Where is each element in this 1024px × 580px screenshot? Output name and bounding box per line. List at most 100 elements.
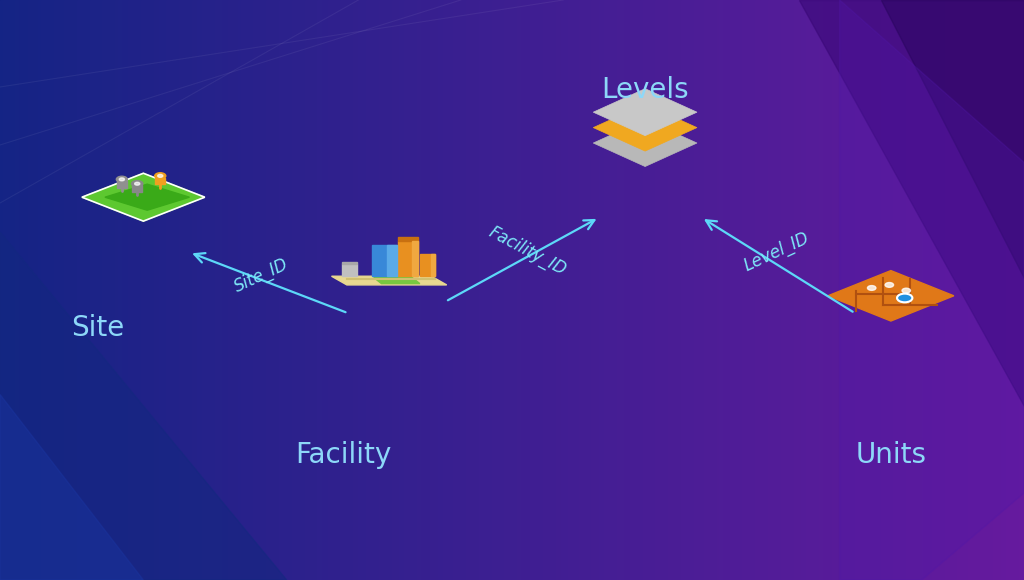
Bar: [973, 0, 976, 580]
Bar: [717, 0, 720, 580]
Bar: [862, 0, 866, 580]
Bar: [778, 0, 782, 580]
Bar: [287, 0, 291, 580]
Bar: [1022, 0, 1024, 580]
Bar: [978, 0, 981, 580]
Circle shape: [132, 180, 142, 187]
Bar: [712, 0, 715, 580]
Bar: [233, 0, 237, 580]
Bar: [244, 0, 247, 580]
Bar: [295, 0, 298, 580]
Bar: [848, 0, 851, 580]
Polygon shape: [332, 276, 446, 285]
Bar: [763, 0, 766, 580]
Bar: [896, 0, 899, 580]
Bar: [172, 0, 175, 580]
Bar: [254, 0, 257, 580]
Bar: [74, 0, 78, 580]
Bar: [174, 0, 178, 580]
Bar: [282, 0, 285, 580]
Bar: [176, 0, 180, 580]
Bar: [373, 245, 397, 276]
Bar: [213, 0, 216, 580]
Bar: [543, 0, 547, 580]
Bar: [346, 0, 349, 580]
Bar: [261, 0, 264, 580]
Bar: [70, 0, 73, 580]
Bar: [132, 186, 142, 192]
Bar: [553, 0, 557, 580]
Bar: [579, 0, 582, 580]
Bar: [985, 0, 989, 580]
Bar: [56, 0, 59, 580]
Bar: [1001, 0, 1005, 580]
Bar: [971, 0, 974, 580]
Bar: [519, 0, 523, 580]
Bar: [43, 0, 47, 580]
Bar: [568, 0, 571, 580]
Circle shape: [134, 182, 140, 185]
Bar: [760, 0, 764, 580]
Bar: [575, 0, 580, 580]
Bar: [182, 0, 185, 580]
Bar: [398, 241, 418, 276]
Bar: [15, 0, 18, 580]
Bar: [348, 0, 352, 580]
Bar: [63, 0, 68, 580]
Bar: [156, 177, 165, 184]
Bar: [271, 0, 274, 580]
Bar: [957, 0, 961, 580]
Bar: [398, 237, 418, 241]
Circle shape: [158, 175, 163, 177]
Bar: [881, 0, 884, 580]
Bar: [328, 0, 332, 580]
Bar: [440, 0, 444, 580]
Polygon shape: [82, 173, 205, 221]
Bar: [246, 0, 250, 580]
Polygon shape: [0, 394, 143, 580]
Bar: [612, 0, 615, 580]
Bar: [988, 0, 991, 580]
Bar: [217, 0, 221, 580]
Bar: [435, 0, 438, 580]
Bar: [90, 0, 93, 580]
Bar: [594, 0, 597, 580]
Bar: [479, 0, 482, 580]
Bar: [469, 0, 472, 580]
Bar: [1004, 0, 1007, 580]
Bar: [788, 0, 793, 580]
Bar: [8, 0, 11, 580]
Bar: [604, 0, 607, 580]
Bar: [162, 0, 165, 580]
Bar: [461, 0, 465, 580]
Bar: [664, 0, 667, 580]
Bar: [961, 0, 964, 580]
Bar: [20, 0, 25, 580]
Bar: [104, 0, 109, 580]
Bar: [87, 0, 91, 580]
Bar: [404, 0, 408, 580]
Bar: [428, 0, 431, 580]
Bar: [131, 0, 134, 580]
Bar: [811, 0, 815, 580]
Bar: [555, 0, 559, 580]
Bar: [899, 0, 902, 580]
Bar: [415, 0, 419, 580]
Bar: [725, 0, 728, 580]
Bar: [831, 0, 836, 580]
Bar: [1009, 0, 1012, 580]
Bar: [596, 0, 600, 580]
Bar: [330, 0, 334, 580]
Bar: [592, 0, 595, 580]
Bar: [1012, 0, 1015, 580]
Bar: [113, 0, 117, 580]
Bar: [660, 0, 664, 580]
Bar: [865, 0, 868, 580]
Bar: [975, 0, 979, 580]
Bar: [545, 0, 549, 580]
Bar: [872, 0, 877, 580]
Bar: [2, 0, 6, 580]
Bar: [128, 0, 131, 580]
Bar: [449, 0, 452, 580]
Bar: [742, 0, 745, 580]
